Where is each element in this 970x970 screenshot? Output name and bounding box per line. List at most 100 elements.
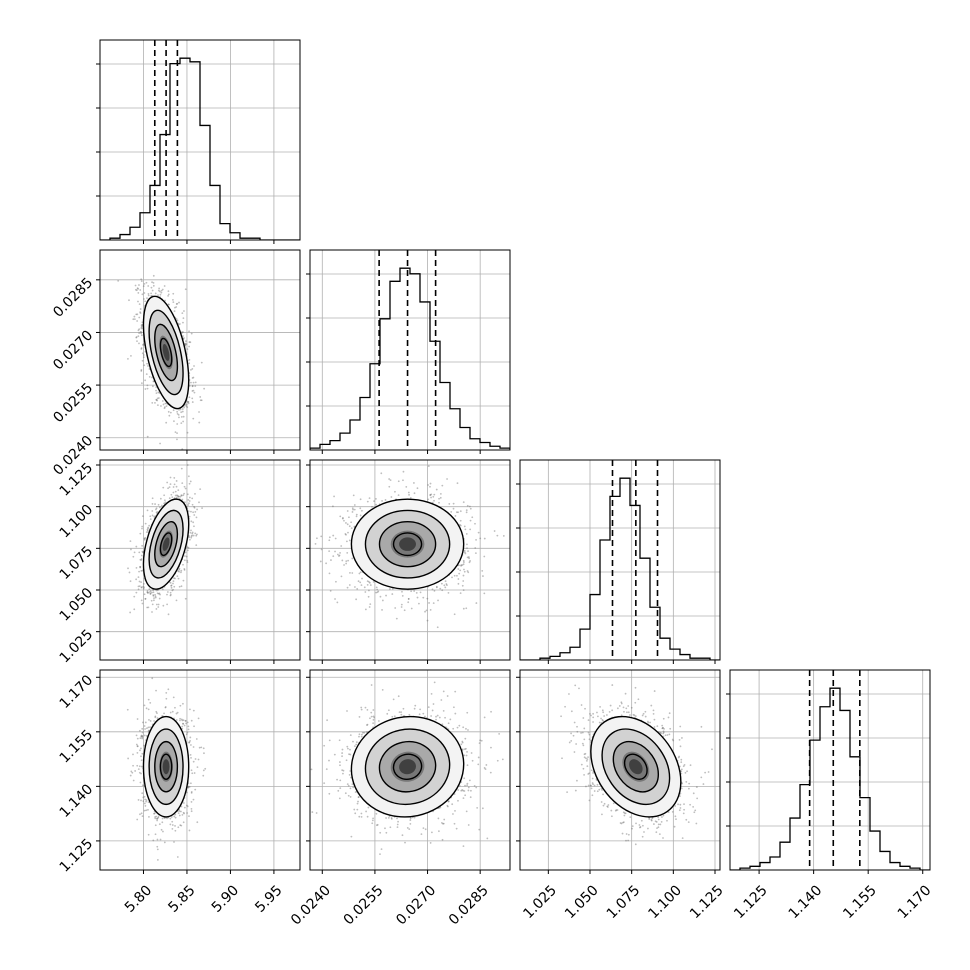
scatter-point	[634, 686, 637, 689]
scatter-point	[364, 608, 367, 611]
scatter-point	[376, 591, 379, 594]
scatter-point	[700, 776, 703, 779]
scatter-point	[462, 845, 465, 848]
scatter-point	[185, 791, 188, 794]
scatter-point	[139, 813, 141, 816]
scatter-point	[409, 819, 412, 821]
scatter-point	[570, 740, 573, 742]
scatter-point	[191, 368, 194, 370]
scatter-point	[172, 292, 175, 295]
scatter-point	[475, 538, 477, 541]
contour-line-1	[378, 740, 437, 793]
scatter-point	[144, 728, 146, 730]
scatter-point	[463, 790, 466, 792]
x-tick-label: 1.075	[604, 882, 644, 922]
joint-content	[117, 274, 206, 450]
scatter-point	[140, 599, 143, 602]
scatter-point	[620, 702, 623, 705]
scatter-point	[173, 477, 176, 479]
scatter-point	[179, 824, 182, 827]
scatter-point	[186, 559, 189, 562]
scatter-point	[334, 537, 337, 540]
scatter-point	[433, 493, 436, 496]
scatter-point	[381, 609, 383, 611]
scatter-point	[145, 707, 148, 710]
scatter-point	[446, 478, 448, 480]
scatter-point	[462, 726, 465, 729]
scatter-point	[407, 597, 410, 600]
contour-line-3	[590, 715, 682, 818]
scatter-point	[143, 283, 146, 285]
scatter-point	[174, 577, 176, 580]
histogram-step	[520, 477, 720, 660]
scatter-point	[588, 738, 591, 741]
scatter-point	[191, 534, 193, 537]
scatter-point	[186, 812, 189, 814]
scatter-point	[419, 708, 422, 711]
scatter-point	[479, 537, 482, 540]
scatter-point	[182, 331, 184, 334]
scatter-point	[141, 323, 143, 326]
scatter-point	[568, 693, 570, 695]
scatter-point	[332, 505, 334, 508]
scatter-point	[624, 692, 627, 695]
scatter-point	[144, 597, 147, 600]
scatter-point	[561, 757, 563, 760]
scatter-point	[157, 603, 160, 606]
scatter-point	[154, 593, 156, 596]
scatter-point	[165, 691, 168, 694]
scatter-point	[597, 715, 599, 718]
scatter-point	[618, 705, 621, 707]
joint-content	[126, 677, 207, 861]
scatter-point	[360, 584, 363, 587]
scatter-point	[692, 805, 695, 808]
scatter-point	[652, 823, 655, 825]
scatter-point	[442, 822, 444, 825]
scatter-point	[664, 734, 667, 737]
scatter-point	[180, 422, 183, 425]
scatter-point	[668, 712, 671, 715]
scatter-point	[622, 706, 625, 709]
scatter-point	[160, 291, 163, 294]
scatter-point	[572, 734, 575, 737]
scatter-point	[587, 719, 590, 722]
scatter-point	[391, 715, 394, 718]
scatter-point	[466, 764, 469, 767]
scatter-point	[332, 534, 335, 537]
scatter-point	[162, 830, 164, 833]
scatter-point	[174, 490, 177, 493]
scatter-point	[176, 494, 178, 497]
scatter-point	[608, 710, 611, 713]
panels: 0.02400.02550.02700.02851.0251.0501.0751…	[50, 39, 934, 928]
scatter-point	[371, 819, 374, 822]
scatter-point	[621, 832, 624, 835]
scatter-point	[176, 432, 178, 435]
scatter-point	[159, 290, 161, 293]
scatter-point	[647, 720, 649, 723]
scatter-point	[357, 580, 360, 583]
scatter-point	[149, 591, 151, 593]
scatter-point	[141, 735, 143, 738]
scatter-point	[392, 698, 395, 701]
scatter-point	[360, 815, 363, 818]
scatter-point	[136, 718, 139, 720]
density-fill-4	[162, 537, 170, 551]
contour-line-2	[364, 509, 451, 579]
scatter-point	[132, 779, 135, 782]
scatter-point	[680, 768, 683, 771]
scatter-point	[142, 587, 145, 590]
scatter-point	[430, 715, 433, 717]
scatter-point	[429, 842, 432, 844]
scatter-point	[146, 606, 149, 609]
scatter-point	[186, 464, 189, 466]
joint-content	[310, 465, 505, 629]
scatter-point	[190, 381, 192, 384]
scatter-point	[581, 742, 584, 745]
scatter-point	[349, 787, 352, 790]
scatter-point	[172, 486, 175, 488]
scatter-point	[168, 486, 171, 488]
scatter-point	[459, 510, 462, 513]
scatter-point	[638, 824, 641, 826]
scatter-point	[141, 293, 144, 296]
scatter-point	[165, 697, 168, 700]
